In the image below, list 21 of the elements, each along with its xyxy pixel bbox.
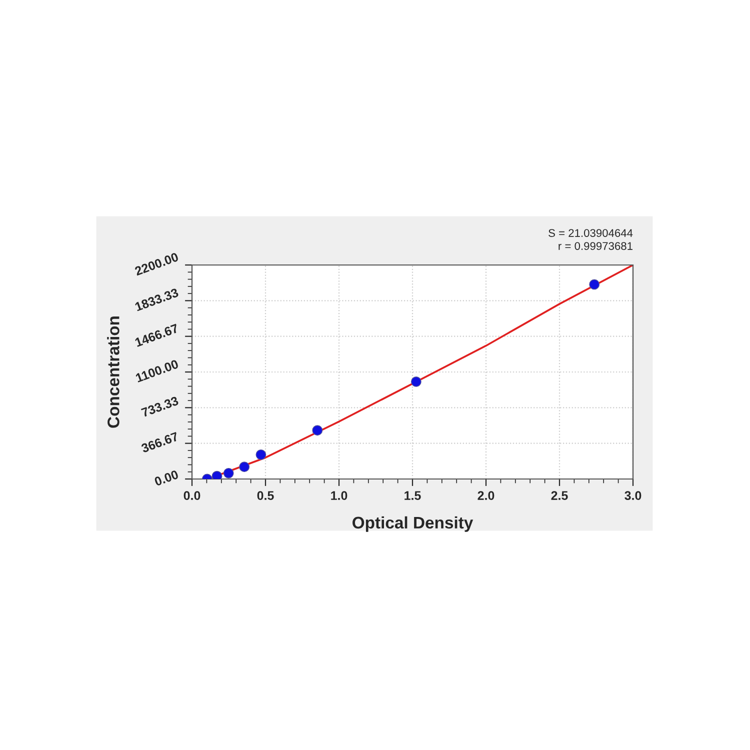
x-axis-title: Optical Density: [352, 516, 474, 532]
point: [312, 425, 323, 436]
text: r = 0.99973681: [558, 242, 632, 250]
point: [212, 470, 222, 479]
point: [223, 468, 234, 478]
x-tick-label: 3.0: [624, 491, 642, 500]
y-axis-title: Concentration: [107, 316, 120, 428]
point: [589, 279, 600, 290]
point: [410, 376, 422, 387]
text: S = 21.03904644: [548, 229, 633, 237]
y-tick-label: 366.67: [140, 432, 179, 453]
x-tick-label: 1.5: [404, 491, 421, 500]
x-tick-label: 0.0: [184, 491, 200, 500]
y-tick-label: 733.33: [140, 396, 179, 418]
point: [256, 449, 266, 460]
x-tick-label: 0.5: [257, 491, 274, 500]
point: [239, 462, 250, 472]
x-tick-label: 2.5: [551, 491, 568, 500]
x-tick-label: 2.0: [478, 491, 494, 500]
y-tick-label: 0.00: [154, 470, 179, 486]
x-tick-label: 1.0: [331, 491, 348, 500]
